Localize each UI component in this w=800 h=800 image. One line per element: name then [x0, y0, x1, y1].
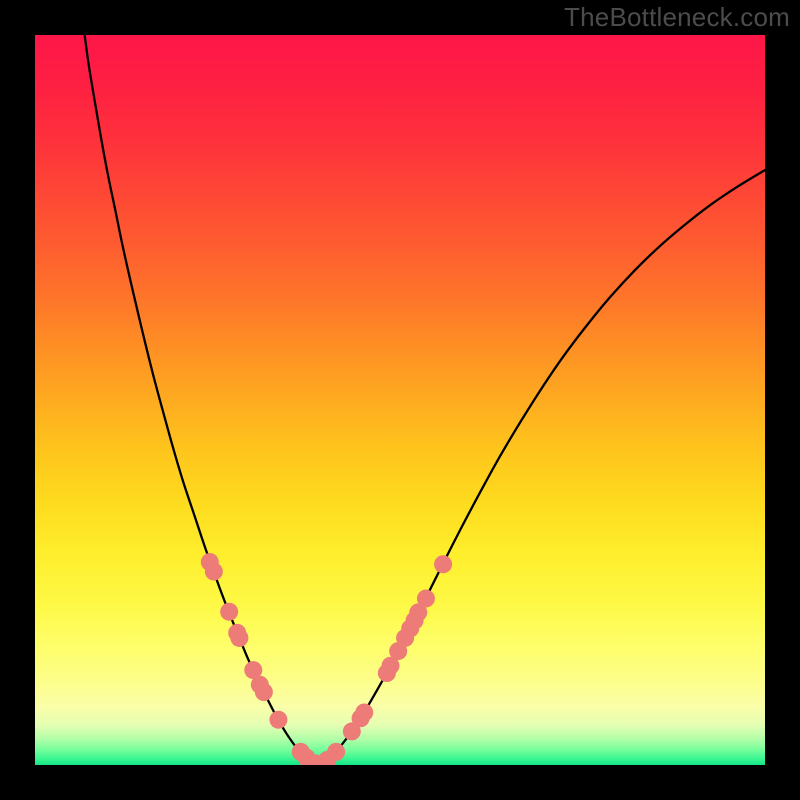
data-marker — [327, 743, 345, 761]
bottleneck-curve-plot — [35, 35, 765, 765]
data-marker — [205, 563, 223, 581]
chart-canvas: TheBottleneck.com — [0, 0, 800, 800]
data-marker — [417, 590, 435, 608]
data-marker — [255, 683, 273, 701]
data-marker — [434, 555, 452, 573]
data-marker — [220, 603, 238, 621]
data-marker — [269, 711, 287, 729]
watermark-text: TheBottleneck.com — [564, 2, 790, 33]
data-marker — [355, 703, 373, 721]
data-marker — [230, 629, 248, 647]
